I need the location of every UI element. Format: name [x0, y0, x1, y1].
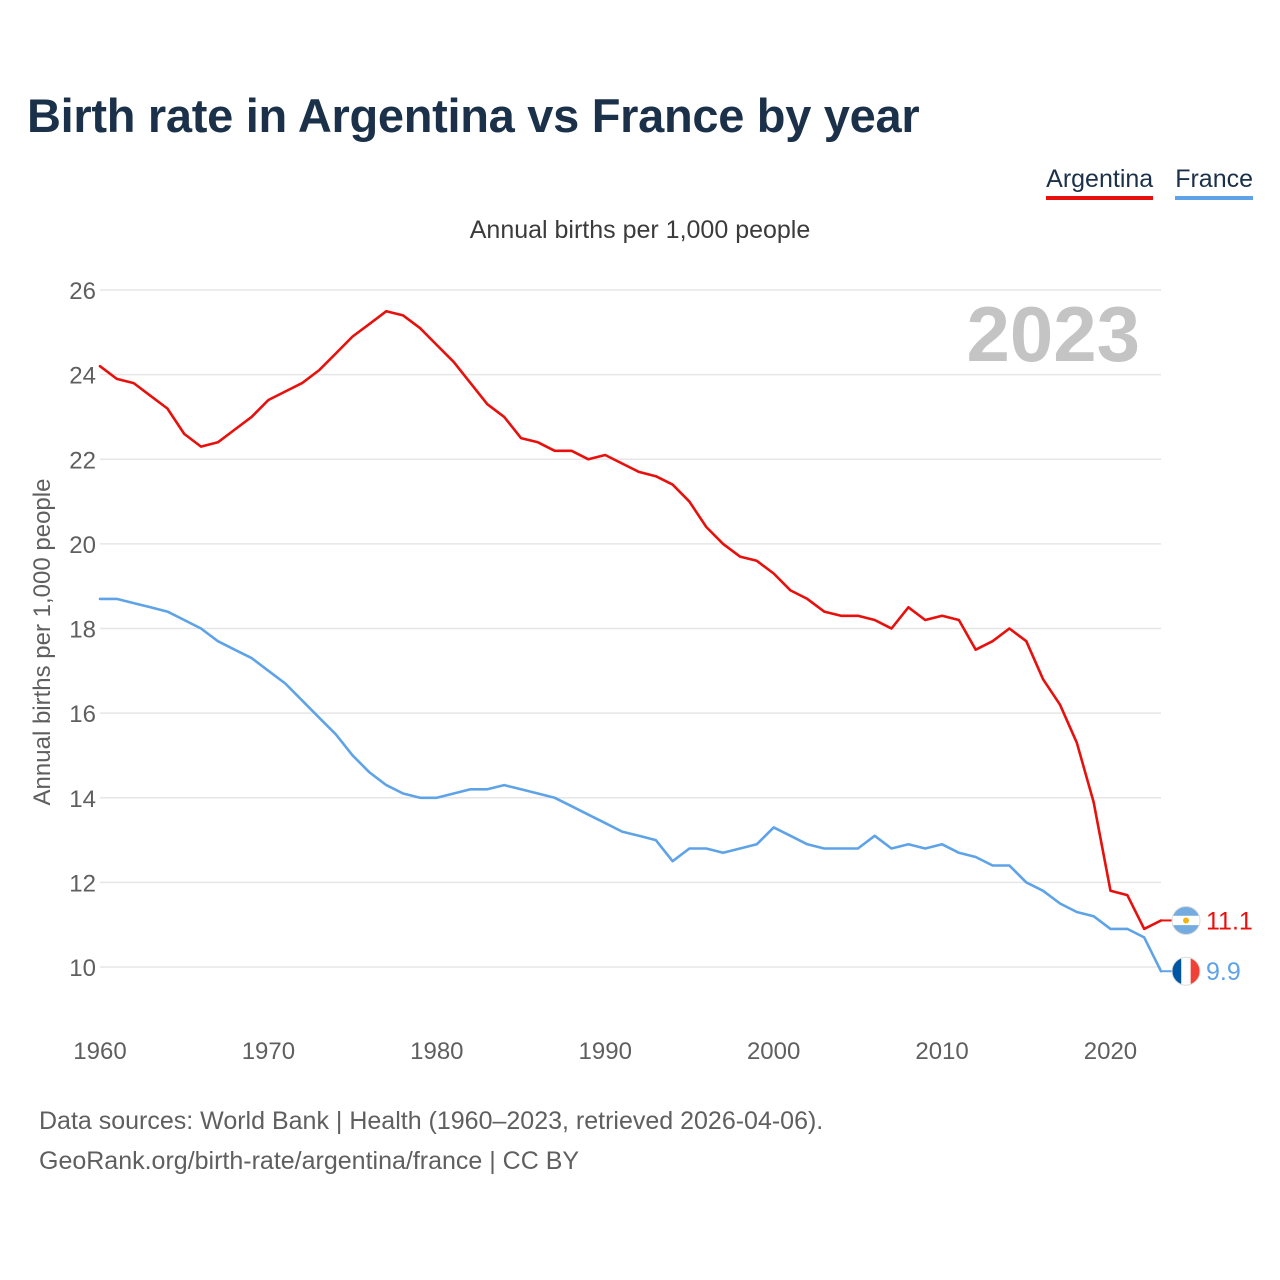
y-tick-label: 18: [69, 617, 96, 644]
y-tick-label: 20: [69, 532, 96, 559]
x-tick-label: 1970: [242, 1038, 295, 1065]
gridlines: [100, 289, 1161, 968]
series-line-argentina[interactable]: [98, 309, 1163, 931]
year-watermark: 2023: [966, 290, 1140, 378]
x-tick-label: 2000: [747, 1038, 800, 1065]
legend-item-argentina[interactable]: Argentina: [1046, 165, 1154, 200]
end-value-label-france: 9.9: [1206, 958, 1241, 986]
x-tick-label: 2020: [1084, 1038, 1137, 1065]
x-tick-label: 1990: [579, 1038, 632, 1065]
x-tick-label: 1980: [410, 1038, 463, 1065]
y-tick-label: 22: [69, 447, 96, 474]
y-tick-label: 26: [69, 278, 96, 305]
y-tick-label: 16: [69, 701, 96, 728]
legend-item-france[interactable]: France: [1175, 165, 1253, 200]
end-markers: 11.1 9.9: [1161, 905, 1253, 986]
series-line-france[interactable]: [98, 597, 1163, 973]
axis-labels: 10 12 14 16 18 20 22 24 26 1960 1970 1980 1990 2000 20…: [69, 278, 1137, 1065]
x-tick-label: 2010: [915, 1038, 968, 1065]
x-tick-label: 1960: [73, 1038, 126, 1065]
chart-subtitle: Annual births per 1,000 people: [469, 216, 811, 244]
y-tick-label: 10: [69, 955, 96, 982]
y-tick-label: 24: [69, 363, 96, 390]
end-value-label-argentina: 11.1: [1206, 907, 1253, 935]
france-flag-icon: [1172, 957, 1200, 986]
chart-title: Birth rate in Argentina vs France by yea…: [27, 89, 920, 142]
y-tick-label: 14: [69, 786, 96, 813]
footer-sources: Data sources: World Bank | Health (1960–…: [39, 1107, 824, 1135]
argentina-flag-icon: [1172, 906, 1200, 935]
series-lines: [98, 309, 1163, 973]
legend: Argentina France: [1046, 165, 1253, 200]
footer-credit[interactable]: GeoRank.org/birth-rate/argentina/france …: [39, 1147, 580, 1175]
y-tick-label: 12: [69, 870, 96, 897]
y-axis-title: Annual births per 1,000 people: [29, 479, 56, 806]
line-chart: 2023 Annual births per 1,000 people 10 12…: [29, 278, 1253, 1065]
